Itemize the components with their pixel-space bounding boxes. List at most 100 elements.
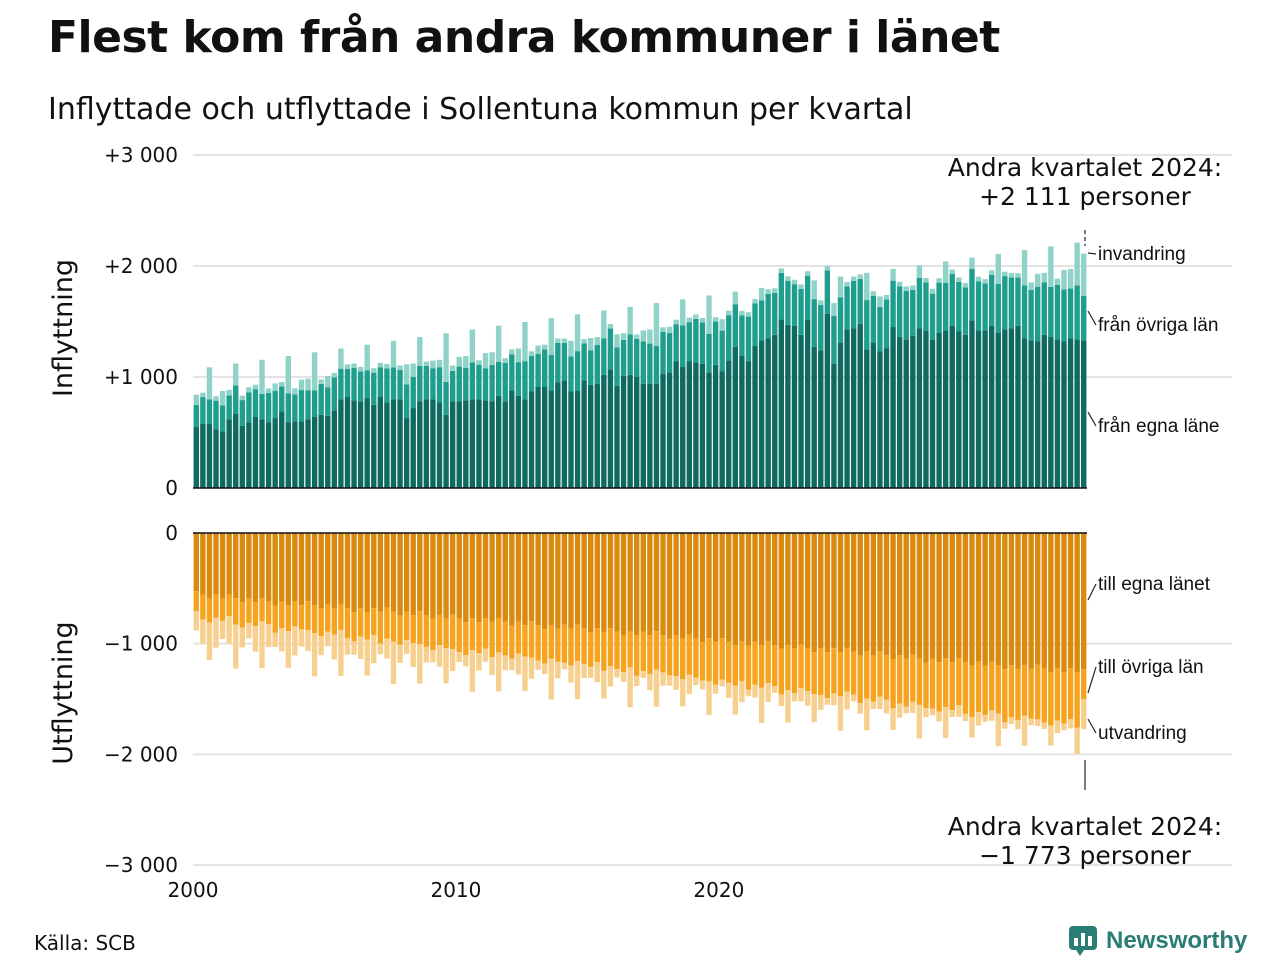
- bar-inflow: [417, 401, 423, 488]
- bar-inflow: [745, 316, 752, 362]
- bar-outflow: [1015, 668, 1021, 721]
- bar-outflow: [607, 666, 614, 687]
- bar-inflow: [568, 340, 574, 357]
- bar-inflow: [923, 282, 929, 331]
- bar-inflow: [988, 270, 995, 275]
- bar-inflow: [903, 339, 909, 488]
- bar-inflow: [463, 367, 469, 401]
- bar-inflow: [482, 353, 489, 369]
- bar-inflow: [568, 391, 574, 488]
- bar-inflow: [528, 355, 535, 392]
- bar-inflow: [739, 355, 745, 488]
- bar-outflow: [206, 622, 213, 661]
- bar-inflow: [844, 286, 850, 330]
- bar-outflow: [1074, 671, 1080, 728]
- bar-inflow: [581, 380, 587, 488]
- bar-inflow: [857, 323, 863, 488]
- bar-inflow: [495, 361, 502, 396]
- bar-outflow: [601, 533, 607, 632]
- bar-inflow: [706, 295, 712, 334]
- bar-outflow: [1067, 719, 1074, 729]
- bar-outflow: [541, 663, 548, 675]
- bar-outflow: [732, 685, 739, 715]
- bar-inflow: [936, 332, 942, 488]
- bar-inflow: [785, 280, 791, 325]
- bar-outflow: [357, 636, 364, 660]
- bar-inflow: [798, 284, 804, 289]
- bar-inflow: [469, 362, 476, 400]
- bar-inflow: [1028, 289, 1034, 341]
- bar-inflow: [292, 388, 298, 395]
- bar-outflow: [778, 694, 785, 707]
- bar-inflow: [857, 274, 863, 279]
- bar-inflow: [351, 363, 357, 368]
- bar-inflow: [837, 276, 844, 298]
- bar-outflow: [246, 622, 252, 639]
- bar-inflow: [200, 397, 206, 424]
- bar-inflow: [1081, 253, 1087, 296]
- bar-outflow: [706, 533, 712, 639]
- bar-outflow: [449, 533, 456, 615]
- bar-outflow: [896, 655, 903, 704]
- series-label-leader: [1087, 252, 1097, 255]
- bar-outflow: [495, 652, 502, 692]
- bar-inflow: [752, 303, 758, 346]
- bar-inflow: [403, 364, 410, 385]
- bar-outflow: [824, 533, 831, 653]
- bar-inflow: [601, 374, 607, 488]
- bar-outflow: [568, 628, 574, 666]
- bar-outflow: [568, 533, 574, 629]
- bar-inflow: [436, 359, 443, 368]
- bar-inflow: [226, 395, 232, 420]
- bar-inflow: [811, 299, 817, 348]
- bar-inflow: [962, 334, 969, 488]
- bar-inflow: [850, 328, 857, 488]
- bar-outflow: [910, 654, 916, 702]
- bar-inflow: [443, 333, 449, 382]
- bar-inflow: [778, 268, 785, 273]
- bar-inflow: [548, 355, 554, 391]
- bar-outflow: [272, 605, 278, 633]
- bar-inflow: [903, 290, 909, 340]
- bar-outflow: [824, 698, 831, 705]
- bar-outflow: [436, 614, 443, 646]
- bar-outflow: [1028, 668, 1034, 719]
- bar-outflow: [686, 533, 692, 635]
- bar-inflow: [482, 400, 489, 488]
- bar-outflow: [574, 624, 581, 661]
- bar-inflow: [910, 335, 916, 488]
- bar-inflow: [765, 338, 771, 488]
- bar-outflow: [410, 643, 416, 668]
- bar-outflow: [765, 641, 771, 684]
- bar-inflow: [673, 319, 679, 325]
- bar-inflow: [995, 332, 1001, 488]
- bar-inflow: [864, 349, 870, 488]
- bar-inflow: [614, 347, 620, 386]
- bar-inflow: [200, 392, 206, 398]
- bar-inflow: [535, 345, 541, 354]
- bar-inflow: [410, 363, 416, 377]
- bar-inflow: [377, 396, 384, 488]
- brand-logo: Newsworthy: [1068, 925, 1247, 957]
- bar-outflow: [292, 601, 298, 627]
- bar-inflow: [883, 299, 890, 349]
- bar-inflow: [463, 356, 469, 368]
- bar-inflow: [311, 352, 318, 391]
- bar-inflow: [896, 337, 903, 488]
- bar-inflow: [311, 390, 318, 417]
- bar-inflow: [706, 333, 712, 373]
- bar-outflow: [647, 635, 653, 675]
- bar-inflow: [988, 325, 995, 488]
- bar-outflow: [627, 533, 633, 632]
- bar-outflow: [397, 644, 403, 663]
- bar-inflow: [772, 292, 778, 335]
- bar-inflow: [1035, 341, 1041, 488]
- bar-inflow: [489, 365, 495, 402]
- bar-outflow: [331, 533, 338, 609]
- bar-outflow: [660, 533, 666, 636]
- bar-outflow: [883, 533, 890, 656]
- bar-inflow: [390, 340, 397, 368]
- bar-outflow: [456, 651, 462, 663]
- bar-outflow: [206, 533, 213, 599]
- bar-outflow: [482, 533, 489, 619]
